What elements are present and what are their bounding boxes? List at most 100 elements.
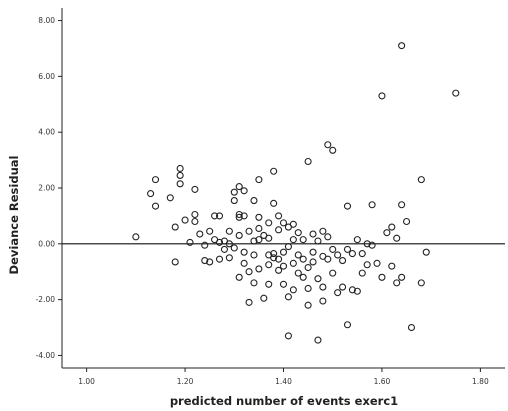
data-point (235, 210, 243, 219)
data-point (275, 266, 283, 274)
data-point (279, 280, 288, 288)
data-point (388, 262, 396, 270)
data-point (176, 180, 184, 188)
data-point (378, 92, 386, 100)
y-tick-label: -4.00 (36, 351, 56, 360)
data-point (176, 171, 184, 179)
data-point (250, 197, 258, 205)
data-point (215, 255, 224, 263)
y-tick-label: 6.00 (38, 72, 55, 81)
data-point (348, 250, 356, 258)
data-point (289, 236, 297, 244)
data-point (343, 245, 352, 253)
data-point (304, 263, 312, 272)
data-point (309, 258, 317, 266)
data-point (186, 238, 194, 246)
y-tick-label: 4.00 (38, 128, 55, 137)
data-point (265, 234, 273, 242)
data-point (334, 289, 342, 297)
data-point (196, 230, 204, 238)
data-point (255, 213, 263, 221)
x-axis-title: predicted number of events exerc1 (170, 394, 398, 408)
data-point (250, 251, 258, 259)
data-point (206, 258, 214, 266)
data-point (417, 279, 425, 287)
data-point (166, 194, 174, 202)
data-point (171, 258, 179, 266)
data-point (309, 248, 317, 256)
data-point (215, 238, 224, 246)
data-point (289, 220, 297, 228)
data-point (240, 248, 248, 256)
data-point (299, 236, 307, 244)
data-points (132, 42, 460, 344)
data-point (383, 229, 391, 237)
data-point (319, 227, 327, 235)
data-point (373, 259, 381, 267)
y-tick-label: 0.00 (38, 239, 55, 248)
data-point (294, 269, 302, 277)
data-point (422, 248, 430, 256)
plot-area (61, 8, 505, 369)
data-point (417, 176, 425, 184)
data-point (235, 231, 243, 239)
data-point (270, 167, 278, 175)
data-point (299, 273, 307, 281)
data-point (353, 236, 361, 244)
data-point (284, 332, 292, 340)
x-axis-ticks: 1.00 1.20 1.40 1.60 1.80 (78, 368, 489, 386)
data-point (353, 287, 361, 295)
data-point (324, 255, 332, 263)
data-point (348, 286, 356, 294)
data-point (240, 212, 248, 220)
data-point (393, 234, 401, 242)
data-point (151, 202, 160, 210)
data-point (270, 199, 278, 207)
data-point (245, 227, 253, 235)
data-point (358, 269, 366, 277)
data-point (132, 233, 140, 241)
data-point (151, 176, 160, 184)
data-point (294, 229, 302, 237)
data-point (235, 213, 243, 221)
data-point (275, 226, 283, 234)
data-point (343, 202, 352, 210)
y-tick-label: 2.00 (38, 184, 55, 193)
data-point (358, 250, 366, 258)
data-point (294, 251, 302, 259)
data-point (230, 188, 238, 196)
data-point (250, 237, 258, 245)
data-point (314, 237, 322, 245)
data-point (230, 197, 238, 205)
data-point (201, 241, 209, 249)
data-point (270, 254, 278, 262)
x-tick-label: 1.40 (275, 377, 292, 386)
data-point (343, 321, 352, 329)
x-tick-label: 1.80 (472, 377, 489, 386)
data-point (245, 298, 253, 306)
data-point (304, 301, 312, 309)
data-point (265, 261, 273, 269)
data-point (171, 223, 179, 231)
data-point (309, 230, 317, 238)
y-axis-ticks: -4.00 -2.00 0.00 2.00 4.00 6.00 8.00 (36, 16, 62, 360)
data-point (275, 212, 283, 220)
data-point (147, 190, 155, 198)
data-point (211, 212, 219, 220)
data-point (245, 268, 253, 276)
data-point (265, 219, 273, 227)
x-tick-label: 1.60 (374, 377, 391, 386)
data-point (319, 297, 327, 305)
data-point (240, 187, 248, 195)
data-point (191, 185, 199, 193)
data-point (235, 183, 243, 191)
y-tick-label: 8.00 (38, 16, 55, 25)
data-point (240, 259, 248, 267)
data-point (235, 273, 243, 281)
data-point (452, 89, 460, 97)
data-point (304, 157, 312, 166)
data-point (275, 255, 283, 263)
data-point (220, 245, 228, 253)
data-point (388, 223, 396, 231)
